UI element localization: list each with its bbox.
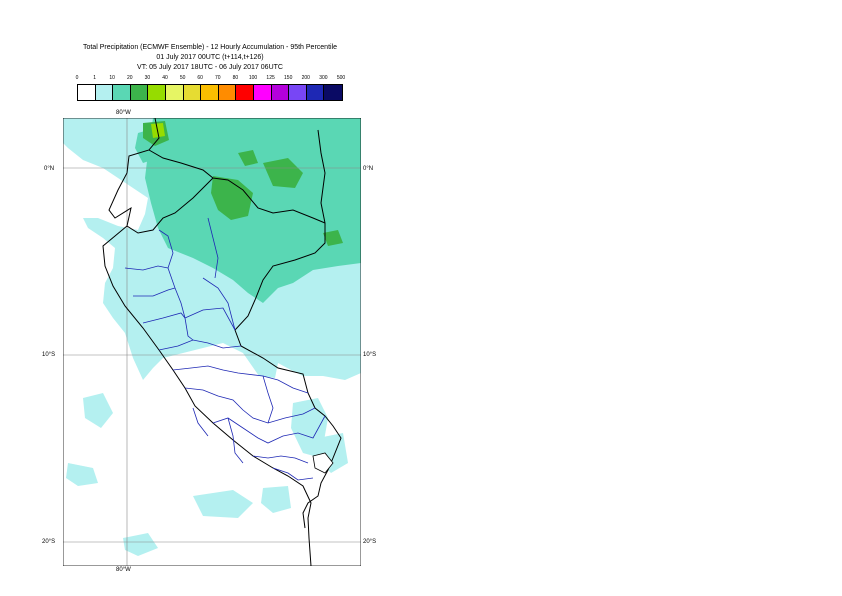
precip-patch-2: [66, 463, 98, 486]
border-peru-colombia-brazil: [234, 223, 342, 529]
lat-label-0-right: 0°N: [363, 166, 374, 172]
legend-swatch: [236, 85, 254, 100]
legend-label: 70: [215, 75, 221, 81]
legend-label: 30: [144, 75, 151, 81]
legend-swatch: [165, 85, 184, 100]
border-ecuador-peru: [126, 177, 214, 234]
legend-swatch: [218, 85, 237, 100]
precip-area-medium: [145, 118, 361, 303]
legend-swatch: [78, 85, 96, 100]
legend-label: 100: [248, 75, 258, 81]
lat-label-20-left: 20°S: [42, 539, 56, 545]
legend-label: 200: [301, 75, 310, 81]
precip-area-heavy-1: [211, 176, 253, 220]
lon-label-bottom: 80°W: [116, 567, 131, 573]
legend-label: 0: [75, 75, 79, 81]
lat-label-20-right: 20°S: [363, 539, 377, 545]
legend-swatch: [289, 85, 307, 100]
legend-swatch: [130, 85, 149, 100]
legend-swatch: [253, 85, 272, 100]
chart-title: Total Precipitation (ECMWF Ensemble) - 1…: [82, 44, 338, 51]
precip-patch-3: [193, 490, 253, 518]
admin-borders: [124, 217, 326, 481]
base-time-label: 01 July 2017 00UTC (t+114,t+126): [156, 54, 264, 61]
legend-label: 20: [127, 75, 133, 81]
precip-area-heavy-4: [238, 150, 258, 166]
legend-label: 300: [319, 75, 328, 81]
lon-label-top: 80°W: [116, 110, 131, 116]
precip-patch-4: [123, 533, 158, 556]
legend-label: 125: [266, 75, 275, 81]
legend-swatch: [95, 85, 114, 100]
precip-patch-1: [83, 393, 113, 428]
lat-label-10-right: 10°S: [363, 352, 377, 358]
lat-label-0-left: 0°N: [44, 166, 55, 172]
lake-titicaca: [312, 452, 334, 474]
legend-label: 500: [336, 75, 346, 81]
precip-area-heavy-5: [323, 230, 343, 246]
border-brazil-east: [317, 129, 326, 224]
legend-swatch: [306, 85, 325, 100]
precip-area-heavy-2: [263, 158, 303, 188]
legend-swatch: [148, 85, 166, 100]
legend-label: 1: [93, 75, 96, 81]
legend-label: 40: [162, 75, 168, 81]
legend-swatch: [324, 85, 342, 100]
legend-label: 50: [179, 75, 186, 81]
legend-color-bar: [77, 84, 343, 101]
border-ecuador-colombia: [148, 149, 326, 224]
legend-swatch: [113, 85, 131, 100]
lat-label-10-left: 10°S: [42, 352, 56, 358]
legend-label: 10: [109, 75, 115, 81]
coastline: [102, 118, 312, 566]
legend-label: 150: [284, 75, 293, 81]
precipitation-map: [63, 118, 361, 566]
legend-swatch: [201, 85, 219, 100]
legend-label: 60: [197, 75, 203, 81]
legend-swatch: [183, 85, 202, 100]
legend-swatch: [271, 85, 290, 100]
valid-time-label: VT: 05 July 2017 18UTC - 06 July 2017 06…: [137, 64, 283, 71]
precip-patch-7: [261, 486, 291, 513]
color-legend: 0 1 10 20 30 40 50 60 70 80 100 125 150 200 300 500: [75, 75, 357, 101]
legend-labels: 0 1 10 20 30 40 50 60 70 80 100 125 150 200 300 500: [75, 75, 357, 84]
legend-label: 80: [232, 75, 239, 81]
